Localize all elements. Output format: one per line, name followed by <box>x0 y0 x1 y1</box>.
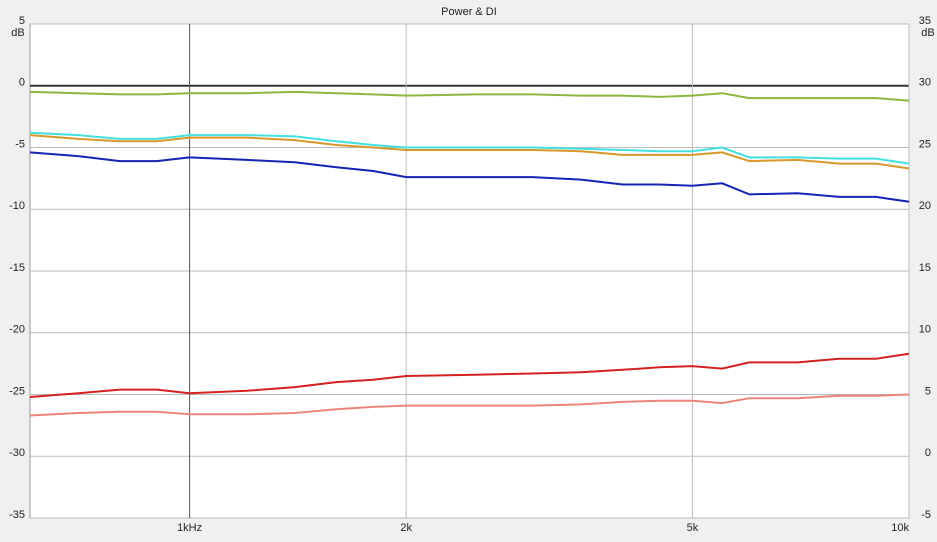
y2-tick-label: 30 <box>919 77 931 89</box>
y-tick-label: -25 <box>9 385 25 397</box>
y-tick-label: 5 <box>19 15 25 27</box>
y2-tick-label: 20 <box>919 200 931 212</box>
y2-tick-label: 5 <box>925 385 931 397</box>
y-tick-label: -30 <box>9 447 25 459</box>
x-tick-label: 10k <box>891 522 909 534</box>
y2-tick-label: 10 <box>919 324 931 336</box>
y-tick-label: 0 <box>19 77 25 89</box>
series-line <box>29 393 910 417</box>
y-tick-label: -15 <box>9 262 25 274</box>
y-tick-label: -5 <box>15 138 25 150</box>
y-tick-label: -10 <box>9 200 25 212</box>
x-tick-label: 5k <box>687 522 699 534</box>
series-line <box>29 151 910 203</box>
y-tick-label: -35 <box>9 509 25 521</box>
y-axis-unit: dB <box>11 27 24 39</box>
y-tick-label: -20 <box>9 324 25 336</box>
series-line <box>29 131 910 165</box>
x-tick-label: 1kHz <box>177 522 202 534</box>
y2-tick-label: 35 <box>919 15 931 27</box>
y2-tick-label: 15 <box>919 262 931 274</box>
series-line <box>29 134 910 170</box>
chart-title: Power & DI <box>441 6 497 18</box>
y2-tick-label: -5 <box>921 509 931 521</box>
x-tick-label: 2k <box>400 522 412 534</box>
y2-tick-label: 25 <box>919 138 931 150</box>
series-line <box>29 352 910 398</box>
y2-tick-label: 0 <box>925 447 931 459</box>
series-line <box>29 90 910 102</box>
y2-axis-unit: dB <box>921 27 934 39</box>
